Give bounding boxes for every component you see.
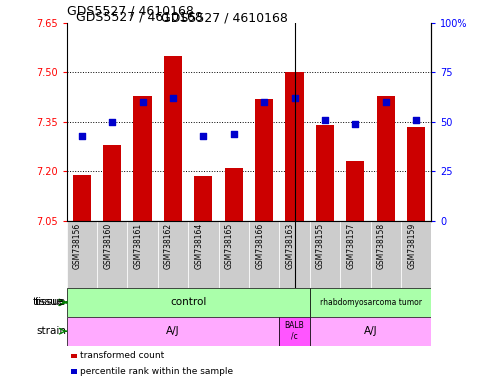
Bar [72,175,91,221]
Bar [103,145,121,221]
Text: transformed count: transformed count [80,351,164,361]
Text: GSM738163: GSM738163 [285,223,295,269]
Bar [218,221,249,288]
Text: GSM738157: GSM738157 [347,223,355,269]
Text: GSM738160: GSM738160 [103,223,112,269]
Text: BALB
/c: BALB /c [284,321,305,341]
Point [352,121,359,127]
Text: GSM738156: GSM738156 [73,223,82,269]
Bar [310,221,340,288]
Bar [67,221,97,288]
Text: GDS5527 / 4610168: GDS5527 / 4610168 [161,12,288,25]
Text: rhabdomyosarcoma tumor: rhabdomyosarcoma tumor [319,298,422,307]
Bar [346,162,364,221]
Bar [280,317,310,346]
Text: GDS5527 / 4610168: GDS5527 / 4610168 [76,10,203,23]
Text: GSM738162: GSM738162 [164,223,173,269]
Text: A/J: A/J [166,326,180,336]
Point [291,95,299,101]
Text: percentile rank within the sample: percentile rank within the sample [80,367,233,376]
Bar [188,221,218,288]
Point [230,131,238,137]
Bar [249,221,280,288]
Bar [401,221,431,288]
Text: GSM738165: GSM738165 [225,223,234,269]
Bar [371,221,401,288]
Point [108,119,116,125]
Point [260,99,268,105]
Bar [194,176,212,221]
Bar [310,288,431,317]
Text: control: control [170,297,207,308]
Bar [316,125,334,221]
Bar [340,221,371,288]
Point [382,99,389,105]
Bar [310,317,431,346]
Point [139,99,146,105]
Text: GSM738166: GSM738166 [255,223,264,269]
Bar [67,317,280,346]
Bar [127,221,158,288]
Text: GDS5527 / 4610168: GDS5527 / 4610168 [67,5,193,18]
Bar [255,99,273,221]
Text: GSM738158: GSM738158 [377,223,386,269]
Bar [225,168,243,221]
Bar [280,221,310,288]
Bar [285,73,304,221]
Text: tissue: tissue [35,297,66,308]
Point [169,95,177,101]
Bar [164,56,182,221]
Text: GSM738164: GSM738164 [194,223,204,269]
Bar [377,96,395,221]
Text: A/J: A/J [364,326,377,336]
Text: GSM738161: GSM738161 [134,223,142,269]
Text: GSM738155: GSM738155 [316,223,325,269]
Point [412,117,420,123]
Bar [67,288,310,317]
Point [321,117,329,123]
Text: strain: strain [36,326,66,336]
Point [199,133,208,139]
Bar [97,221,127,288]
Text: GSM738159: GSM738159 [407,223,416,269]
Bar [158,221,188,288]
Bar [407,127,425,221]
Text: tissue: tissue [33,297,64,308]
Point [78,133,86,139]
Bar [134,96,152,221]
